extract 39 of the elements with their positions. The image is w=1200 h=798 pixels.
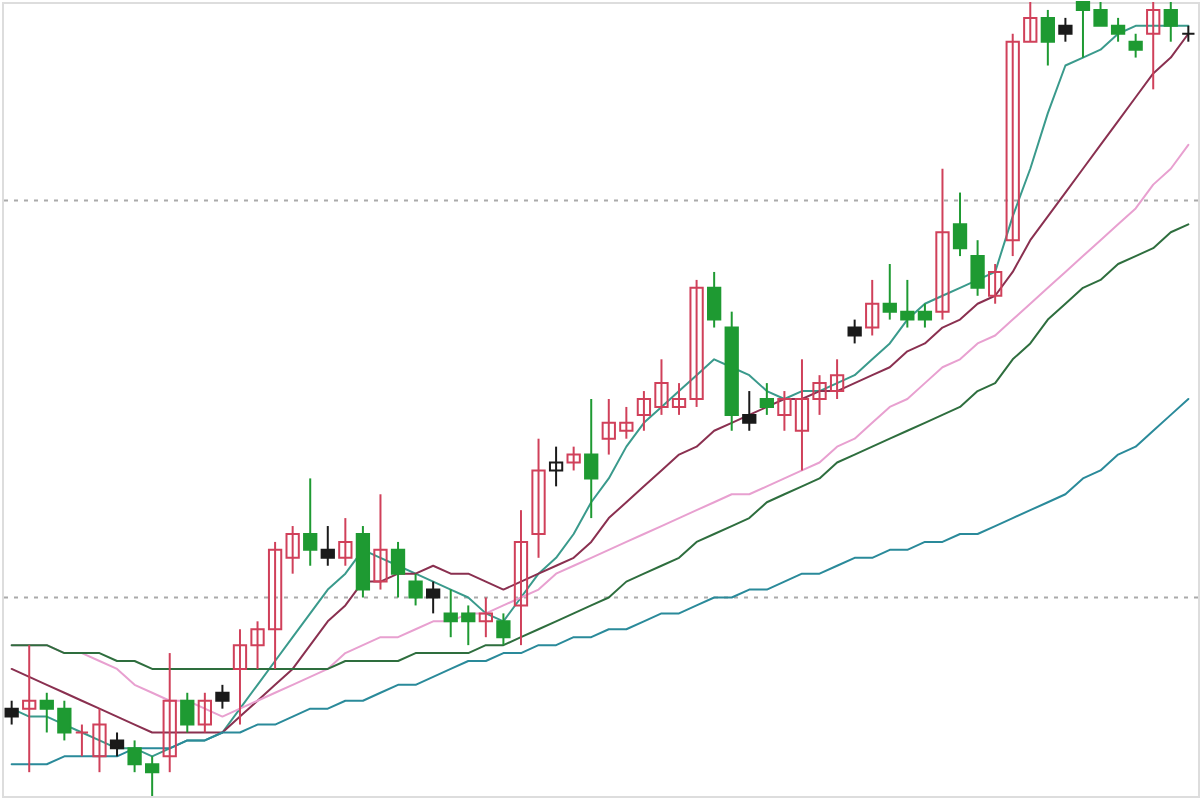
candlestick <box>338 517 353 567</box>
candlestick <box>109 731 125 758</box>
candlestick <box>548 445 564 488</box>
candlestick <box>408 572 423 607</box>
candlestick <box>496 612 511 647</box>
candlestick <box>1163 1 1178 43</box>
candlestick <box>1058 16 1073 43</box>
candlestick <box>478 596 493 639</box>
candlestick <box>707 270 722 329</box>
candlestick <box>320 525 335 567</box>
candlestick <box>74 723 90 758</box>
candlestick <box>584 398 599 520</box>
candlestick <box>759 382 774 416</box>
candlestick <box>935 167 950 321</box>
candlestick <box>742 390 757 432</box>
candlestick <box>1040 8 1055 67</box>
candlestick <box>513 509 529 647</box>
candlestick <box>1128 32 1143 59</box>
candlestick <box>197 691 212 734</box>
candlestick <box>426 580 441 615</box>
candlestick <box>970 239 985 297</box>
candlestick <box>373 493 388 591</box>
candlestick <box>180 691 195 734</box>
candlestick <box>566 445 581 472</box>
candlestick <box>390 540 406 599</box>
candlestick <box>285 525 300 575</box>
candlestick <box>303 477 318 567</box>
candlestick <box>1146 1 1161 91</box>
candlestick <box>531 437 546 559</box>
candlestick <box>4 699 19 726</box>
candlestick <box>215 683 230 710</box>
candlestick <box>847 318 862 345</box>
candlestick <box>22 644 37 774</box>
candlestick <box>162 652 177 774</box>
candlestick <box>988 263 1003 305</box>
candlestick <box>952 191 968 258</box>
candlestick <box>92 707 107 774</box>
candlestick <box>865 278 880 337</box>
candlestick <box>917 302 933 329</box>
